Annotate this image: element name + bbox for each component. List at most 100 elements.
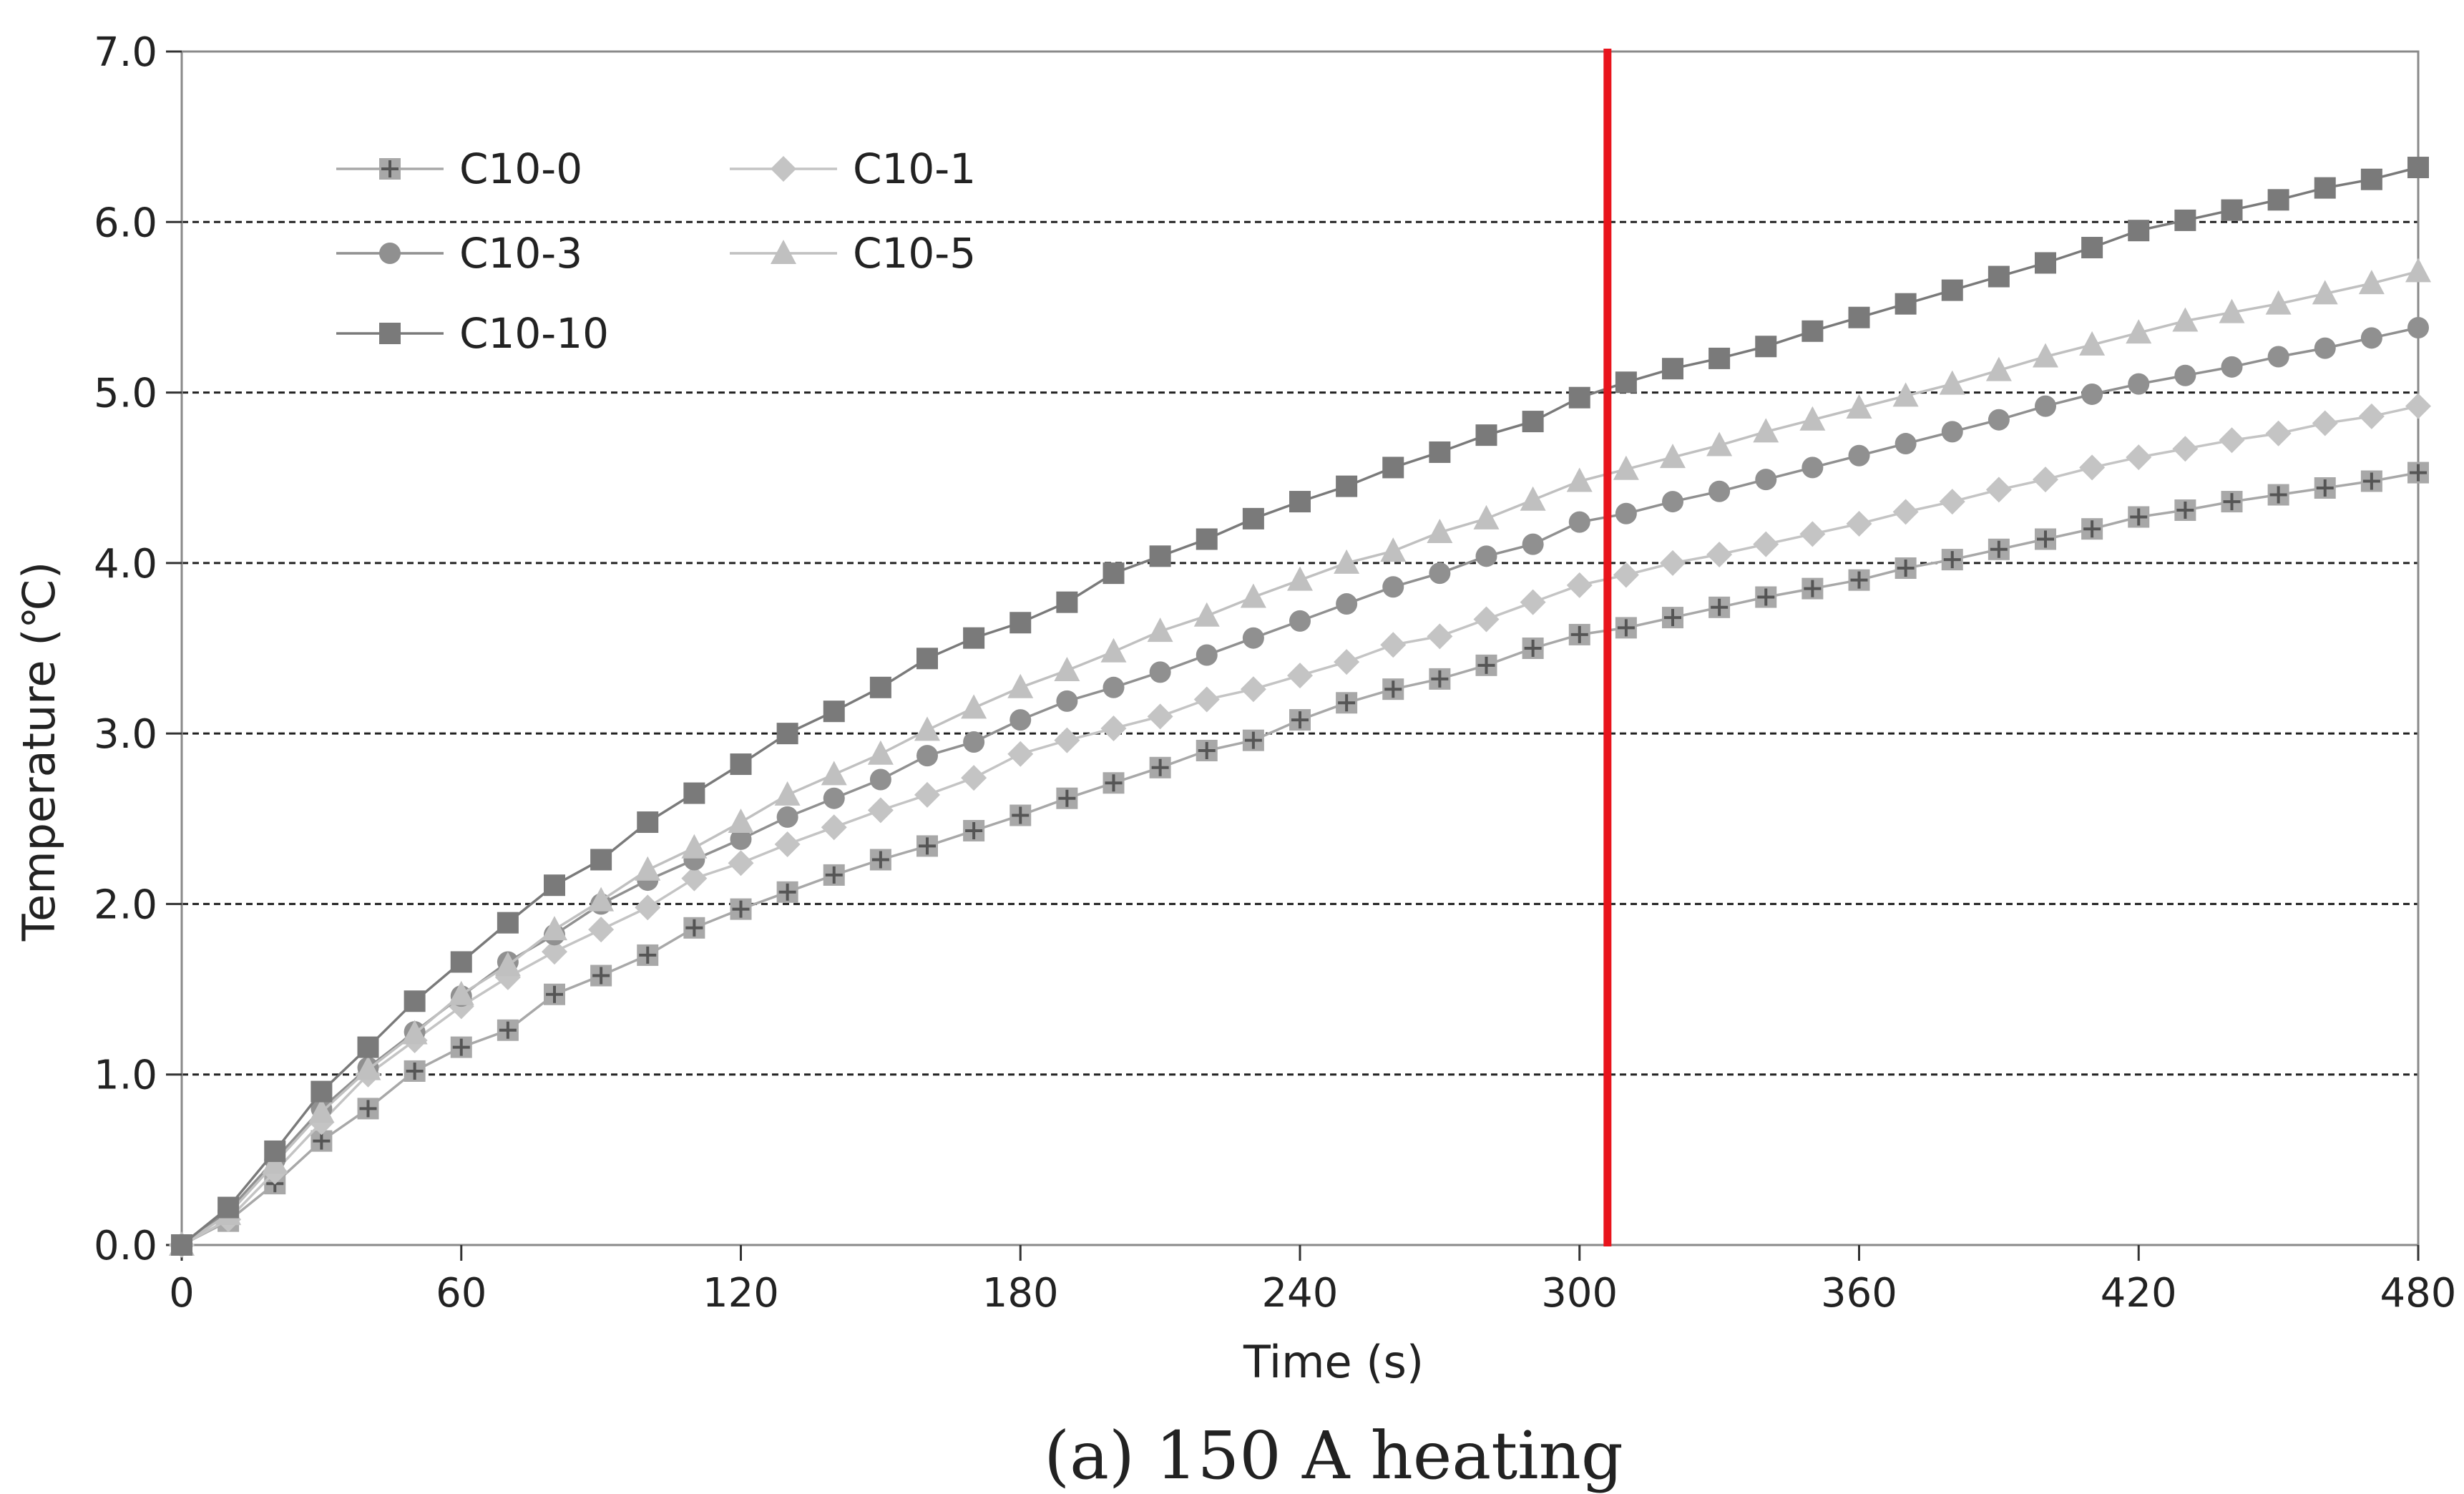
data-point-c10-10 xyxy=(916,648,938,670)
data-point-c10-10 xyxy=(1708,347,1731,369)
data-point-c10-1 xyxy=(1334,649,1360,675)
data-point-c10-3 xyxy=(2081,383,2103,405)
legend-item-c10-10: C10-10 xyxy=(336,309,609,358)
series-line-c10-5 xyxy=(181,270,2419,1246)
x-axis: 0 60 120 180 240 300 360 420 480 xyxy=(169,1245,2456,1317)
legend-marker-c10-5 xyxy=(771,240,796,264)
data-point-c10-10 xyxy=(1336,475,1358,497)
data-point-c10-5 xyxy=(1054,656,1080,681)
data-point-c10-3 xyxy=(2267,346,2289,368)
data-point-c10-10 xyxy=(2035,252,2056,274)
data-point-c10-3 xyxy=(2035,395,2056,417)
data-point-c10-5 xyxy=(2033,343,2058,368)
data-point-c10-5 xyxy=(1193,602,1220,627)
data-point-c10-1 xyxy=(961,765,987,791)
x-tick-label: 480 xyxy=(2380,1270,2457,1317)
data-point-c10-0-cross xyxy=(1570,625,1588,643)
data-point-c10-1 xyxy=(1613,562,1639,588)
data-point-c10-3 xyxy=(1662,491,1683,513)
x-tick-label: 420 xyxy=(2101,1270,2177,1317)
data-point-c10-3 xyxy=(1196,644,1218,666)
data-point-c10-0-cross xyxy=(1058,789,1076,807)
data-point-c10-5 xyxy=(2265,290,2292,315)
data-point-c10-3 xyxy=(1382,576,1404,598)
data-point-c10-10 xyxy=(450,951,472,973)
data-point-c10-10 xyxy=(1149,545,1171,567)
data-point-c10-5 xyxy=(2312,280,2338,305)
x-tick-label: 240 xyxy=(1262,1270,1339,1317)
y-tick-label: 1.0 xyxy=(94,1053,157,1099)
data-point-c10-10 xyxy=(1848,306,1870,328)
data-point-c10-5 xyxy=(1427,518,1453,543)
data-point-c10-3 xyxy=(1988,409,2010,431)
data-point-c10-5 xyxy=(494,952,521,977)
legend-item-c10-0: C10-0 xyxy=(336,145,582,193)
data-point-c10-5 xyxy=(1753,418,1779,443)
data-point-c10-10 xyxy=(776,723,798,745)
data-point-c10-10 xyxy=(544,874,565,897)
data-point-c10-3 xyxy=(776,806,798,828)
data-point-c10-3 xyxy=(1149,661,1171,683)
data-point-c10-0-cross xyxy=(1198,741,1216,759)
data-point-c10-5 xyxy=(1613,455,1639,480)
data-point-c10-5 xyxy=(1706,431,1733,456)
data-point-c10-10 xyxy=(1988,265,2010,288)
data-point-c10-1 xyxy=(635,894,661,921)
data-point-c10-1 xyxy=(1054,727,1080,753)
y-tick-label: 0.0 xyxy=(94,1223,157,1269)
data-point-c10-10 xyxy=(1475,424,1497,446)
data-point-c10-3 xyxy=(1289,610,1311,632)
data-point-c10-5 xyxy=(635,856,661,881)
data-point-c10-5 xyxy=(2126,319,2152,344)
data-point-c10-1 xyxy=(542,939,567,965)
data-point-c10-1 xyxy=(1846,511,1872,537)
data-point-c10-5 xyxy=(1520,486,1546,511)
data-point-c10-0-cross xyxy=(452,1038,470,1056)
data-point-c10-0-cross xyxy=(1151,758,1169,776)
data-point-c10-0-cross xyxy=(1012,806,1030,824)
data-point-c10-5 xyxy=(355,1055,381,1080)
data-point-c10-10 xyxy=(637,811,659,834)
data-point-c10-3 xyxy=(2360,327,2382,349)
legend-item-c10-3: C10-3 xyxy=(336,229,582,278)
data-point-c10-5 xyxy=(1660,444,1686,469)
data-point-c10-0-cross xyxy=(825,866,843,884)
data-point-c10-10 xyxy=(1009,612,1032,634)
data-point-c10-0-cross xyxy=(1850,571,1868,589)
legend-marker-c10-1 xyxy=(771,156,796,182)
series-c10-5 xyxy=(169,258,2431,1256)
data-point-c10-5 xyxy=(1147,617,1173,643)
data-point-c10-3 xyxy=(823,787,845,809)
data-point-c10-0-cross xyxy=(732,900,750,918)
data-point-c10-1 xyxy=(1473,606,1500,633)
x-axis-title: Time (s) xyxy=(1243,1336,1424,1388)
data-point-c10-10 xyxy=(2267,189,2289,211)
data-point-c10-5 xyxy=(1939,370,1965,395)
data-point-c10-1 xyxy=(774,831,801,858)
x-tick-label: 0 xyxy=(169,1270,195,1317)
data-point-c10-10 xyxy=(2360,168,2382,190)
data-point-c10-10 xyxy=(497,912,519,934)
data-point-c10-3 xyxy=(2174,364,2196,386)
legend-item-c10-1: C10-1 xyxy=(730,145,976,193)
data-point-c10-10 xyxy=(730,753,752,776)
data-point-c10-1 xyxy=(1753,531,1779,557)
data-point-c10-3 xyxy=(963,731,985,753)
data-point-c10-5 xyxy=(867,740,894,765)
data-point-c10-0-cross xyxy=(1477,656,1495,674)
data-point-c10-5 xyxy=(1100,638,1127,663)
data-point-c10-0-cross xyxy=(1524,640,1542,657)
data-point-c10-0-cross xyxy=(1291,711,1309,729)
data-point-c10-5 xyxy=(2405,258,2431,283)
y-tick-label: 3.0 xyxy=(94,711,157,758)
data-point-c10-1 xyxy=(1939,489,1965,515)
data-point-c10-10 xyxy=(1289,491,1311,513)
data-point-c10-10 xyxy=(1941,279,1963,301)
data-point-c10-5 xyxy=(1892,382,1919,407)
data-point-c10-0-cross xyxy=(1804,580,1822,597)
data-point-c10-1 xyxy=(1147,703,1173,730)
data-point-c10-1 xyxy=(2079,454,2106,481)
data-point-c10-5 xyxy=(2079,331,2106,356)
data-point-c10-10 xyxy=(171,1234,192,1256)
data-point-c10-10 xyxy=(1196,528,1218,550)
